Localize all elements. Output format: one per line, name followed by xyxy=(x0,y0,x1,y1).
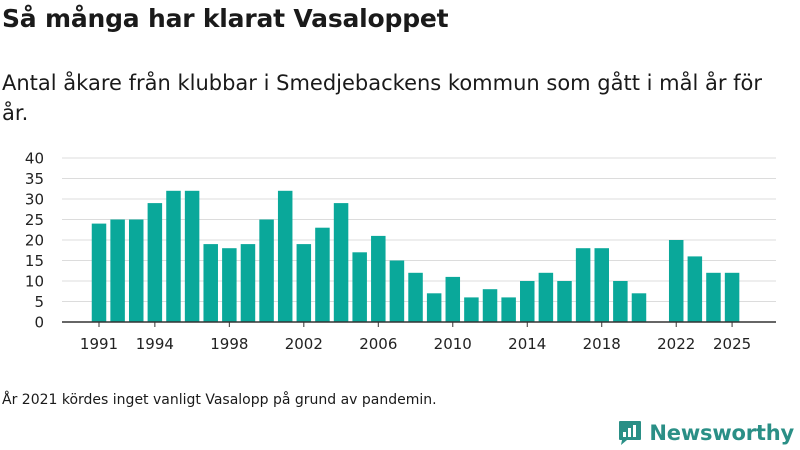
y-tick-label: 0 xyxy=(34,314,44,332)
brand-logo: Newsworthy xyxy=(618,420,794,446)
bar-2002 xyxy=(296,244,312,322)
bar-2003 xyxy=(315,227,330,322)
bar-1995 xyxy=(166,190,181,322)
bar-1992 xyxy=(110,219,125,322)
y-tick-label: 40 xyxy=(25,150,44,168)
x-tick-label: 2025 xyxy=(713,335,751,353)
bar-1997 xyxy=(203,244,218,322)
chart-subtitle: Antal åkare från klubbar i Smedjebackens… xyxy=(2,71,763,125)
bar-1993 xyxy=(128,219,144,322)
bar-2017 xyxy=(575,248,591,322)
bar-2000 xyxy=(259,219,274,322)
bar-2007 xyxy=(389,260,405,322)
y-tick-label: 30 xyxy=(25,191,44,209)
bar-2018 xyxy=(594,248,609,322)
x-tick-label: 2014 xyxy=(508,335,546,353)
bar-2025 xyxy=(724,272,740,322)
bar-2005 xyxy=(352,252,367,322)
y-tick-label: 20 xyxy=(25,232,44,250)
brand-name: Newsworthy xyxy=(649,421,794,445)
bar-2019 xyxy=(613,281,628,322)
y-tick-label: 25 xyxy=(25,211,44,229)
y-tick-label: 35 xyxy=(25,170,44,188)
x-tick-label: 2018 xyxy=(583,335,621,353)
y-tick-label: 15 xyxy=(25,252,44,270)
bar-2024 xyxy=(706,272,721,322)
bar-2020 xyxy=(631,293,647,322)
bar-2022 xyxy=(668,240,684,322)
newsworthy-logo-icon xyxy=(619,421,642,445)
y-tick-label: 10 xyxy=(25,273,44,291)
bar-2001 xyxy=(277,190,293,322)
bar-2006 xyxy=(371,235,386,322)
bar-1996 xyxy=(184,190,200,322)
bar-2014 xyxy=(520,281,535,322)
bar-2004 xyxy=(333,203,349,322)
bar-2010 xyxy=(445,276,461,322)
x-tick-label: 1991 xyxy=(80,335,118,353)
bar-2012 xyxy=(482,289,498,322)
x-tick-label: 2010 xyxy=(434,335,472,353)
bar-2009 xyxy=(426,293,442,322)
y-tick-label: 5 xyxy=(34,293,44,311)
bar-2016 xyxy=(557,281,572,322)
chart-title: Så många har klarat Vasaloppet xyxy=(2,4,449,33)
bar-2013 xyxy=(501,297,516,322)
bar-2011 xyxy=(464,297,479,322)
bar-2023 xyxy=(687,256,703,322)
footnote: År 2021 kördes inget vanligt Vasalopp på… xyxy=(2,392,437,408)
bar-1994 xyxy=(147,203,163,322)
bar-2015 xyxy=(538,272,554,322)
bar-1999 xyxy=(240,244,256,322)
bar-2008 xyxy=(408,272,423,322)
x-tick-label: 2006 xyxy=(359,335,397,353)
bar-1998 xyxy=(222,248,237,322)
bar-1991 xyxy=(91,223,107,322)
x-tick-label: 2002 xyxy=(285,335,323,353)
x-tick-label: 1998 xyxy=(210,335,248,353)
x-tick-label: 1994 xyxy=(136,335,174,353)
x-tick-label: 2022 xyxy=(657,335,695,353)
